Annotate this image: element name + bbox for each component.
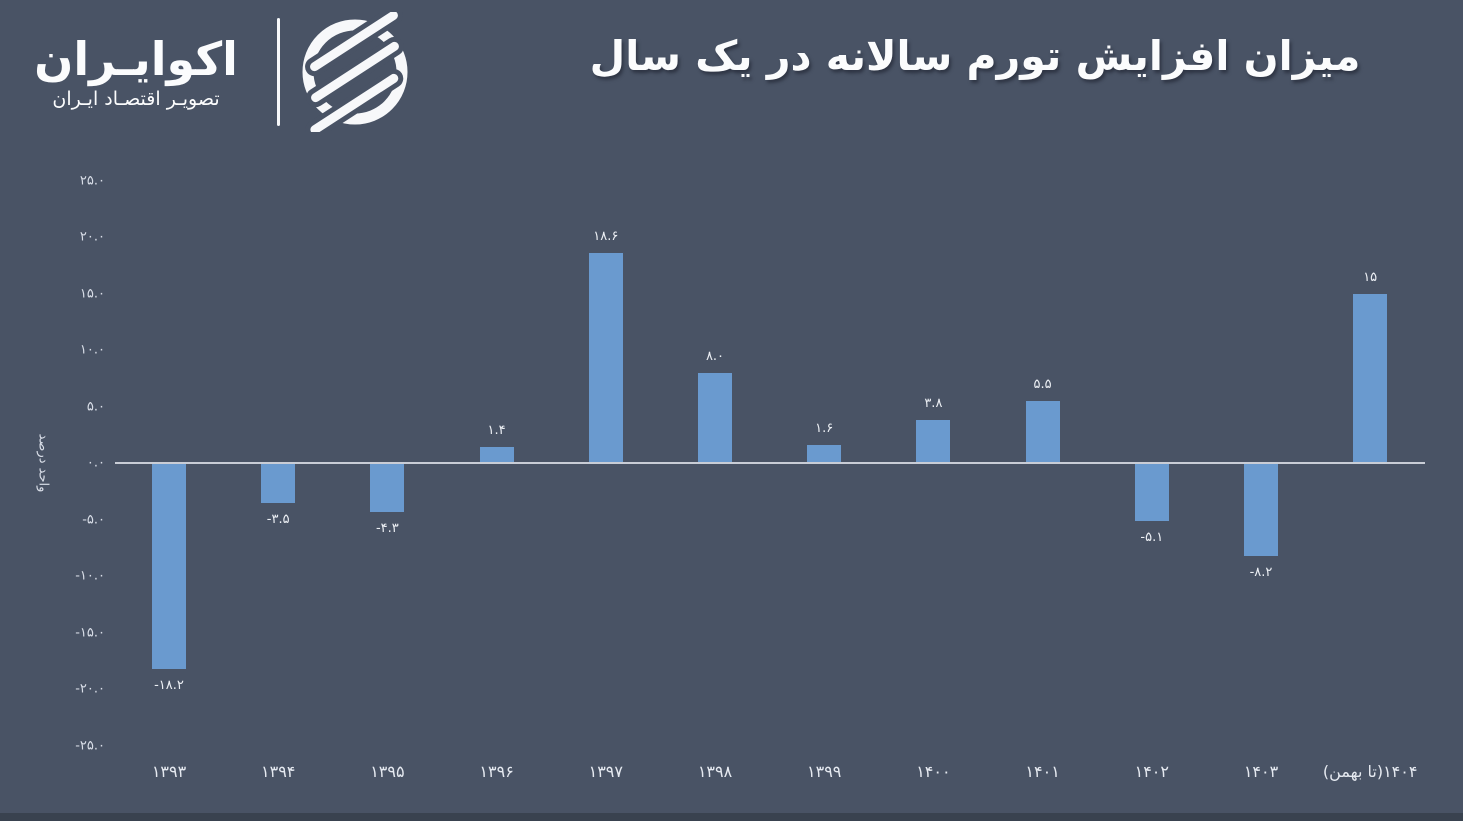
bar-value-label: -۳.۵ (266, 511, 290, 527)
x-axis-label: ۱۳۹۴ (261, 762, 296, 781)
x-axis-label: ۱۳۹۶ (479, 762, 514, 781)
brand-text: اکوایـران تصویـر اقتصـاد ایـران (10, 34, 262, 110)
brand-name: اکوایـران (34, 32, 238, 87)
y-axis-tick-label: -۱۵.۰ (75, 625, 105, 640)
y-axis-tick-label: ۲۵.۰ (79, 173, 105, 188)
bar (1025, 400, 1060, 463)
bar-value-label: -۱۸.۲ (154, 677, 184, 693)
y-axis-tick-label: ۱۰.۰ (79, 342, 105, 358)
bar-value-label: -۴.۳ (375, 520, 399, 536)
chart-title: میزان افزایش تورم سالانه در یک سال (589, 32, 1361, 80)
bar (1244, 463, 1278, 556)
bar (152, 463, 186, 669)
ecoiran-circle-stripes-icon (302, 12, 408, 132)
brand-logo: اکوایـران تصویـر اقتصـاد ایـران (10, 8, 415, 136)
x-axis-label: ۱۳۹۳ (151, 762, 187, 781)
bar (479, 447, 514, 463)
brand-divider (277, 18, 280, 126)
zero-axis-line (115, 462, 1425, 464)
bar (916, 420, 951, 463)
x-axis-label: ۱۴۰۱ (1025, 762, 1060, 781)
brand-tagline: تصویـر اقتصـاد ایـران (52, 87, 220, 110)
y-axis-tick-label: -۲۰.۰ (75, 681, 105, 697)
y-axis-tick-label: -۵.۰ (82, 512, 105, 527)
bar-value-label: ۸.۰ (705, 348, 725, 364)
x-axis-label: ۱۴۰۲ (1134, 762, 1169, 781)
bar-value-label: ۳.۸ (924, 396, 943, 412)
y-axis-tick-label: ۲۰.۰ (79, 229, 105, 245)
bar (1134, 463, 1169, 521)
y-axis-tick-label: ۰.۰ (86, 455, 105, 471)
y-axis-tick-label: -۱۰.۰ (75, 568, 105, 584)
x-axis-label: ۱۴۰۳ (1243, 762, 1279, 781)
x-axis-label: ۱۳۹۷ (588, 762, 623, 781)
x-axis-label: ۱۳۹۹ (807, 762, 842, 781)
x-axis-label: ۱۳۹۸ (697, 762, 733, 781)
bar (370, 463, 405, 512)
bar-value-label: -۸.۲ (1249, 564, 1273, 580)
bar-value-label: ۱۸.۶ (593, 228, 619, 244)
y-axis-tick-label: -۲۵.۰ (75, 738, 105, 753)
bar-value-label: ۱۵ (1363, 269, 1378, 285)
x-axis-label: ۱۴۰۴(تا بهمن) (1322, 762, 1418, 781)
bar (261, 463, 296, 503)
y-axis-tick-label: ۵.۰ (86, 399, 105, 414)
bar (807, 444, 842, 463)
x-axis-label: ۱۳۹۵ (370, 762, 405, 781)
bar-value-label: -۵.۱ (1140, 529, 1164, 545)
y-axis-tick-label: ۱۵.۰ (79, 286, 105, 301)
bar (588, 252, 623, 463)
x-axis-label: ۱۴۰۰ (916, 762, 951, 781)
bar-value-label: ۵.۵ (1033, 376, 1052, 392)
bar (698, 372, 732, 463)
bar (1353, 293, 1388, 463)
footer-strip (0, 813, 1463, 821)
bar-value-label: ۱.۶ (815, 420, 834, 436)
bar-value-label: ۱.۴ (487, 423, 506, 439)
